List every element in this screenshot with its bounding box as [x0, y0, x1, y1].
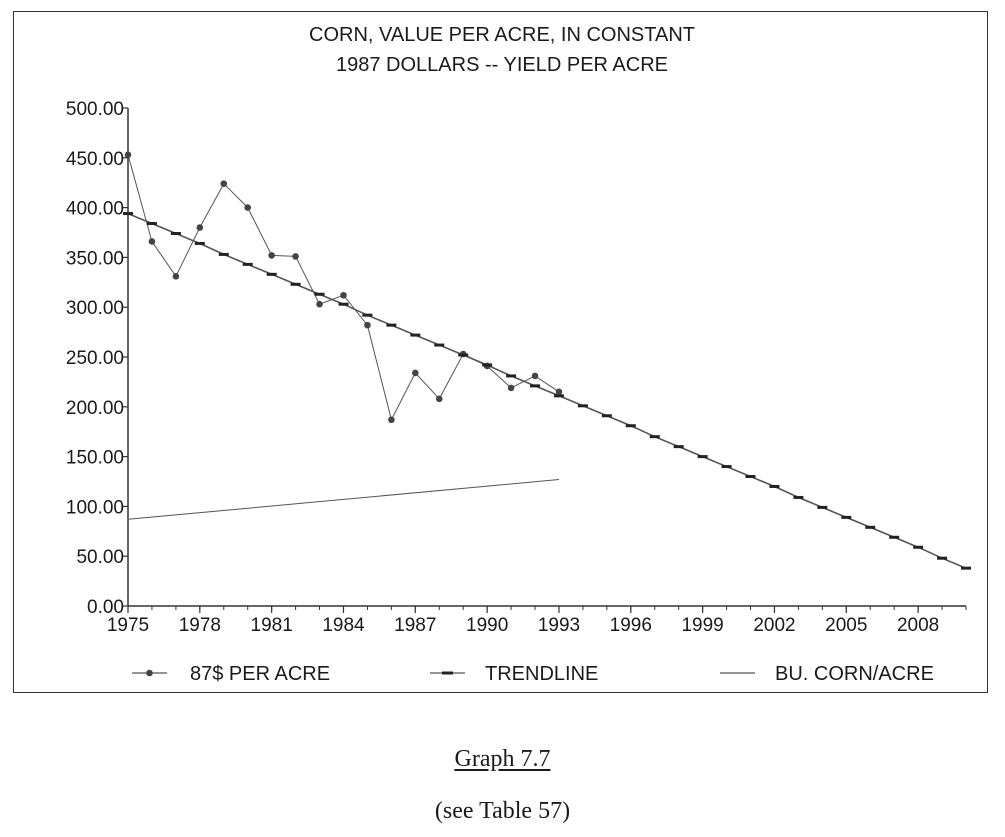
x-tick-label: 1984 [322, 615, 365, 636]
y-tick-label: 50.00 [76, 547, 124, 568]
data-point [435, 395, 443, 403]
x-tick-label: 1996 [610, 615, 652, 636]
axes: 0.00 50.00 100.00 150.00 200.00 250.00 300.00 3… [66, 99, 967, 636]
x-tick-label: 1978 [179, 615, 221, 636]
data-point [340, 291, 347, 299]
y-tick-label: 250.00 [66, 348, 124, 369]
x-tick-label: 1975 [107, 615, 149, 636]
y-tick-label: 200.00 [66, 398, 124, 419]
data-point [364, 321, 371, 329]
series-line-1 [127, 212, 967, 569]
data-point [220, 180, 228, 187]
legend-label-2: BU. CORN/ACRE [775, 663, 934, 685]
data-point [292, 253, 299, 260]
data-point [316, 300, 323, 308]
y-tick-label: 100.00 [66, 497, 124, 518]
graph-caption-title-text: Graph 7.7 [454, 746, 551, 772]
data-point [124, 151, 132, 159]
y-tick-label: 350.00 [66, 248, 124, 269]
data-point [531, 372, 539, 380]
y-tick-label: 150.00 [66, 448, 124, 469]
y-tick-label: 300.00 [66, 298, 124, 319]
x-tick-label: 1993 [538, 615, 580, 636]
chart-frame [13, 11, 988, 693]
legend-label-0: 87$ PER ACRE [190, 663, 330, 685]
series-layer [123, 151, 971, 570]
y-tick-label: 500.00 [66, 99, 124, 120]
x-tick-label: 1999 [681, 615, 723, 636]
x-tick-label: 1981 [251, 615, 293, 636]
legend-label-1: TRENDLINE [485, 663, 598, 685]
series-line-0 [127, 154, 560, 422]
chart-title-line-2: 1987 DOLLARS -- YIELD PER ACRE [336, 54, 668, 76]
data-point [196, 224, 204, 231]
data-point [388, 416, 395, 424]
data-point [244, 204, 252, 211]
data-point [172, 273, 180, 280]
data-point [412, 369, 419, 377]
data-point [555, 388, 563, 396]
graph-caption-note: (see Table 57) [434, 798, 571, 824]
chart-title-line-1: CORN, VALUE PER ACRE, IN CONSTANT [309, 24, 695, 46]
x-tick-label: 2005 [825, 615, 867, 636]
x-tick-label: 2008 [897, 615, 939, 636]
series-line-2 [127, 479, 560, 520]
y-tick-label: 450.00 [66, 149, 124, 170]
x-tick-label: 2002 [753, 615, 795, 636]
y-tick-label: 0.00 [87, 597, 124, 618]
x-tick-label: 1987 [394, 615, 436, 636]
y-tick-label: 400.00 [66, 199, 124, 220]
legend-marker-0 [146, 669, 153, 677]
graph-caption-title: Graph 7.7 [0, 746, 1005, 773]
data-point [507, 384, 515, 392]
legend: 87$ PER ACRE TRENDLINE BU. CORN/ACRE [132, 663, 934, 685]
data-point [148, 238, 156, 245]
x-tick-label: 1990 [466, 615, 508, 636]
data-point [268, 252, 275, 259]
